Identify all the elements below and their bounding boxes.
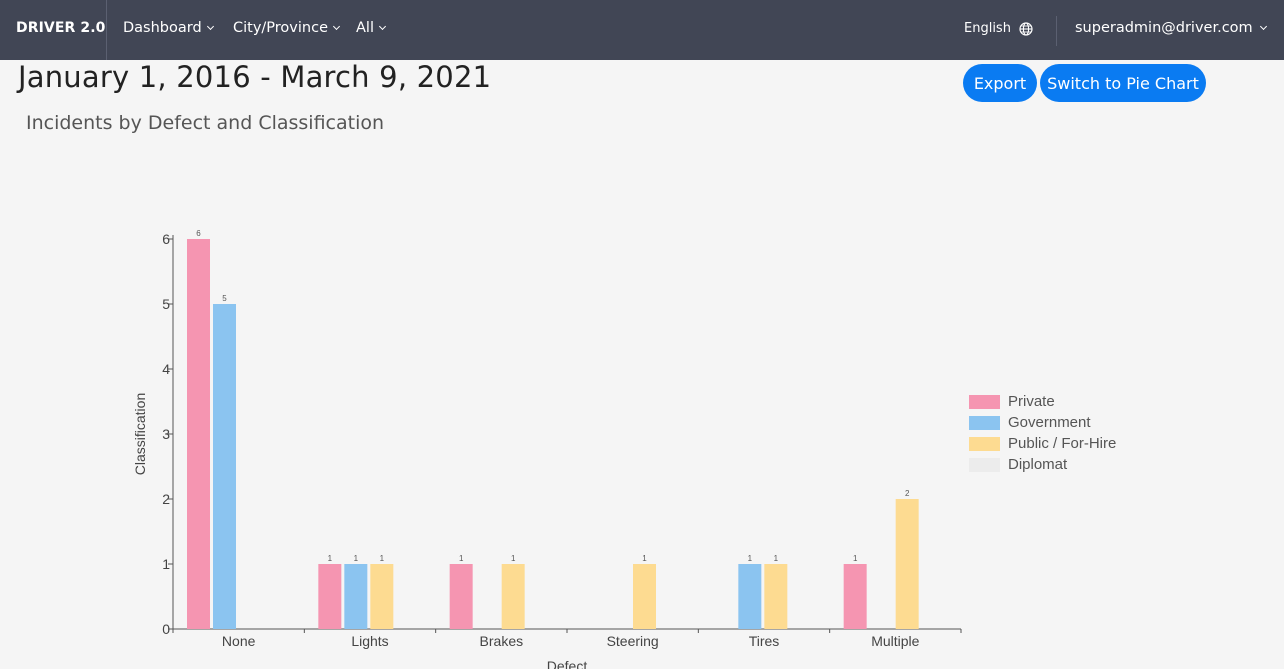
bar bbox=[764, 564, 788, 629]
nav-dashboard-dropdown[interactable]: Dashboard bbox=[123, 20, 214, 36]
export-button[interactable]: Export bbox=[963, 64, 1037, 102]
x-axis-title: Defect bbox=[547, 658, 588, 669]
y-tick-label: 6 bbox=[162, 231, 170, 247]
x-tick-label: Multiple bbox=[871, 633, 919, 649]
bar bbox=[843, 564, 867, 629]
bar bbox=[344, 564, 368, 629]
brand-logo[interactable]: DRIVER 2.0 bbox=[16, 20, 106, 36]
switch-to-pie-chart-button[interactable]: Switch to Pie Chart bbox=[1040, 64, 1206, 102]
bar-value-label: 1 bbox=[774, 554, 779, 563]
nav-city-province-dropdown[interactable]: City/Province bbox=[233, 20, 341, 36]
user-email: superadmin@driver.com bbox=[1075, 20, 1253, 36]
bar-value-label: 5 bbox=[222, 294, 227, 303]
bar bbox=[187, 239, 210, 629]
bar-value-label: 1 bbox=[748, 554, 753, 563]
language-label: English bbox=[964, 21, 1011, 36]
bar-value-label: 1 bbox=[380, 554, 385, 563]
y-tick-label: 1 bbox=[162, 556, 170, 572]
legend-swatch bbox=[969, 458, 1000, 472]
legend-swatch bbox=[969, 437, 1000, 451]
chart-title: Incidents by Defect and Classification bbox=[26, 112, 385, 134]
bar bbox=[738, 564, 762, 629]
x-tick-label: Lights bbox=[351, 633, 388, 649]
navbar-divider bbox=[106, 0, 107, 60]
legend-swatch bbox=[969, 416, 1000, 430]
top-navbar: DRIVER 2.0 Dashboard City/Province All E… bbox=[0, 0, 1284, 60]
navbar-divider bbox=[1056, 16, 1057, 46]
bar-value-label: 2 bbox=[905, 489, 910, 498]
x-tick-label: None bbox=[222, 633, 256, 649]
legend-label: Diplomat bbox=[1008, 456, 1068, 473]
bar-value-label: 1 bbox=[642, 554, 647, 563]
bar bbox=[895, 499, 919, 629]
y-tick-label: 4 bbox=[162, 361, 170, 377]
bar-value-label: 1 bbox=[328, 554, 333, 563]
x-tick-label: Tires bbox=[749, 633, 780, 649]
bar-value-label: 6 bbox=[196, 229, 201, 238]
nav-all-label: All bbox=[356, 20, 374, 36]
y-tick-label: 0 bbox=[162, 621, 170, 637]
y-tick-label: 3 bbox=[162, 426, 170, 442]
bar-value-label: 1 bbox=[853, 554, 858, 563]
y-tick-label: 5 bbox=[162, 296, 170, 312]
globe-icon bbox=[1019, 21, 1033, 36]
language-selector[interactable]: English bbox=[964, 21, 1033, 36]
legend-label: Public / For-Hire bbox=[1008, 435, 1116, 452]
y-tick-label: 2 bbox=[162, 491, 170, 507]
bar bbox=[633, 564, 656, 629]
legend-label: Government bbox=[1008, 414, 1091, 431]
legend-label: Private bbox=[1008, 393, 1055, 410]
page-title: January 1, 2016 - March 9, 2021 bbox=[18, 60, 492, 94]
legend-swatch bbox=[969, 395, 1000, 409]
x-tick-label: Brakes bbox=[480, 633, 524, 649]
bar bbox=[501, 564, 525, 629]
bar-value-label: 1 bbox=[511, 554, 516, 563]
nav-dashboard-label: Dashboard bbox=[123, 20, 202, 36]
bar bbox=[318, 564, 342, 629]
x-tick-label: Steering bbox=[607, 633, 659, 649]
bar bbox=[370, 564, 394, 629]
bar bbox=[213, 304, 236, 629]
nav-city-province-label: City/Province bbox=[233, 20, 329, 36]
bar bbox=[449, 564, 473, 629]
user-menu-dropdown[interactable]: superadmin@driver.com bbox=[1075, 20, 1267, 36]
bar-value-label: 1 bbox=[354, 554, 359, 563]
y-axis-title: Classification bbox=[132, 393, 148, 475]
nav-all-dropdown[interactable]: All bbox=[356, 20, 387, 36]
bar-value-label: 1 bbox=[459, 554, 464, 563]
